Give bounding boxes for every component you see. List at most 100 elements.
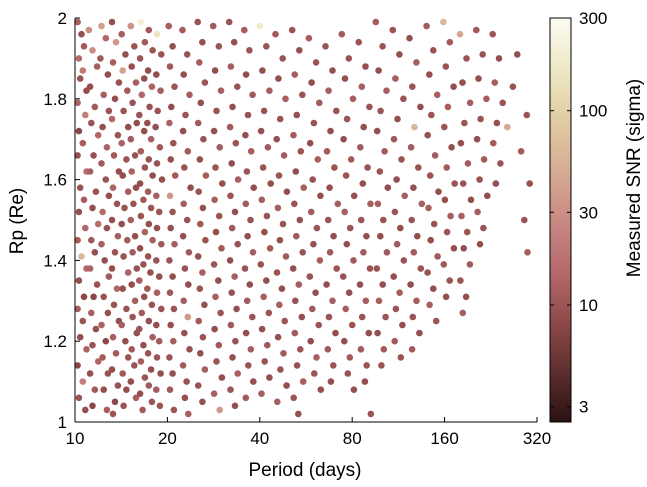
data-point <box>197 99 205 107</box>
data-point <box>201 366 209 373</box>
data-point <box>316 99 323 107</box>
data-point <box>79 139 87 147</box>
data-point <box>440 261 448 268</box>
data-point <box>108 216 116 224</box>
data-point <box>133 265 141 272</box>
colorbar-tick-label: 3 <box>579 398 588 417</box>
data-point <box>234 240 241 248</box>
data-point <box>372 18 380 26</box>
data-point <box>317 192 324 200</box>
data-point <box>179 362 187 369</box>
data-point <box>299 378 307 385</box>
data-point <box>397 354 405 361</box>
data-point <box>442 293 450 301</box>
data-point <box>499 99 507 107</box>
data-point <box>140 75 148 82</box>
data-point <box>131 43 138 50</box>
data-point <box>153 160 161 167</box>
colorbar-tick-label: 30 <box>579 203 598 222</box>
data-point <box>129 313 136 321</box>
data-point <box>458 212 465 220</box>
data-point <box>314 156 322 163</box>
data-point <box>103 144 111 151</box>
data-point <box>247 346 255 353</box>
data-point <box>226 257 234 264</box>
data-point <box>119 285 126 293</box>
data-point <box>234 176 242 183</box>
data-point <box>492 180 500 187</box>
data-point <box>347 156 355 163</box>
data-point <box>324 346 332 353</box>
data-point <box>201 79 209 86</box>
data-point <box>343 240 351 248</box>
data-point <box>232 337 239 345</box>
data-point <box>300 184 308 191</box>
data-point <box>91 103 99 111</box>
data-point <box>141 228 149 236</box>
data-point <box>153 257 160 264</box>
data-point <box>215 277 222 284</box>
data-point <box>75 127 83 135</box>
data-point <box>342 172 350 179</box>
data-point <box>216 144 223 151</box>
data-point <box>197 350 204 357</box>
data-point <box>123 386 130 394</box>
data-point <box>317 386 325 394</box>
data-point <box>338 30 346 38</box>
data-point <box>153 354 161 361</box>
data-point <box>181 329 188 337</box>
data-point <box>306 273 314 280</box>
data-point <box>377 232 384 240</box>
data-point <box>406 34 413 42</box>
data-point <box>118 139 125 147</box>
x-tick-label: 10 <box>66 429 85 448</box>
data-point <box>325 87 332 94</box>
data-point <box>147 204 155 212</box>
data-point <box>466 99 474 107</box>
data-point <box>282 253 290 260</box>
data-point <box>264 144 272 151</box>
data-point <box>264 341 271 349</box>
data-point <box>382 313 389 321</box>
data-point <box>293 362 301 369</box>
data-point <box>474 208 481 216</box>
data-point <box>475 75 482 82</box>
data-point <box>265 309 273 317</box>
data-point <box>308 79 315 86</box>
data-point <box>209 22 217 30</box>
data-point <box>89 402 96 410</box>
x-tick-label: 20 <box>158 429 177 448</box>
data-point <box>350 192 358 200</box>
data-point <box>391 208 399 216</box>
data-point <box>396 51 403 58</box>
data-point <box>423 22 430 30</box>
data-point <box>75 277 83 284</box>
data-point <box>424 269 431 276</box>
data-point <box>100 386 107 394</box>
data-point <box>473 26 480 34</box>
data-point <box>428 111 435 119</box>
data-point <box>418 200 426 208</box>
data-point <box>89 47 96 54</box>
data-point <box>88 236 95 244</box>
data-point <box>136 245 144 252</box>
data-point <box>103 224 111 232</box>
data-point <box>374 329 381 337</box>
data-point <box>390 135 398 143</box>
data-point <box>261 358 269 365</box>
data-point <box>504 123 511 131</box>
data-point <box>118 220 125 228</box>
colorbar-tick-label: 10 <box>579 296 598 315</box>
axes: 10 20 40 80 160 320 1 1.2 1.4 1.6 1.8 2 <box>43 9 551 448</box>
data-point <box>82 406 89 414</box>
data-point <box>119 67 126 74</box>
data-point <box>493 119 501 127</box>
data-point <box>104 370 112 377</box>
data-point <box>144 188 152 195</box>
data-point <box>78 253 85 260</box>
data-point <box>450 245 458 252</box>
data-point <box>110 301 118 309</box>
data-point <box>144 350 152 357</box>
data-point <box>181 164 188 171</box>
data-point <box>446 277 454 284</box>
